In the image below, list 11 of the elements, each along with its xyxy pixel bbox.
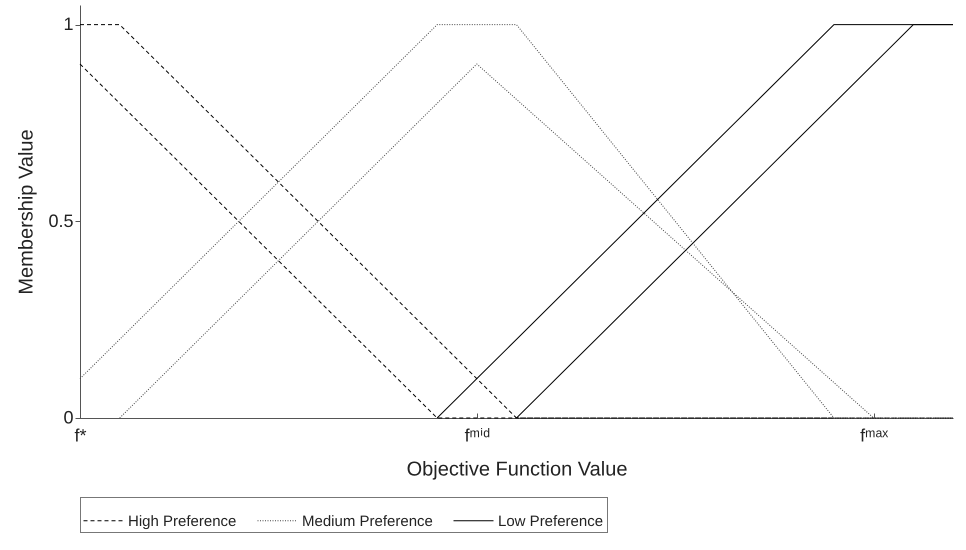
y-tick-label: 0 bbox=[63, 408, 74, 428]
x-axis-title: Objective Function Value bbox=[406, 458, 628, 480]
y-axis-title: Membership Value bbox=[15, 129, 38, 295]
x-tick-label: f* bbox=[74, 426, 87, 446]
legend-label: High Preference bbox=[128, 512, 236, 530]
x-tick-label: fᵐᵃˣ bbox=[860, 426, 888, 446]
x-tick-label: fᵐⁱᵈ bbox=[464, 426, 490, 446]
legend-label: Low Preference bbox=[498, 512, 604, 530]
y-tick-label: 0.5 bbox=[48, 210, 74, 231]
legend-label: Medium Preference bbox=[302, 512, 433, 530]
y-tick-label: 1 bbox=[63, 14, 74, 34]
